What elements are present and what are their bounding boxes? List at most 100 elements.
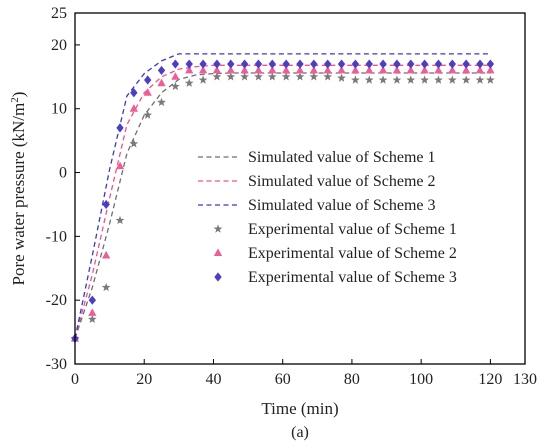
data-point-star <box>420 75 429 84</box>
data-point-triangle <box>240 65 249 74</box>
y-tick-label: -30 <box>46 356 67 373</box>
y-tick-label: 20 <box>51 37 67 54</box>
data-point-star <box>101 282 111 292</box>
data-point-triangle <box>365 65 374 74</box>
x-tick-label: 130 <box>513 371 537 388</box>
legend-item: Simulated value of Scheme 1 <box>198 149 436 166</box>
series-4 <box>70 72 495 343</box>
data-point-diamond <box>393 59 401 69</box>
x-axis-label: Time (min) <box>261 399 338 418</box>
data-point-star <box>115 215 125 225</box>
legend: Simulated value of Scheme 1 Simulated val… <box>198 149 457 286</box>
data-point-star <box>267 72 277 81</box>
legend-swatch-star <box>213 224 223 233</box>
legend-label: Experimental value of Scheme 3 <box>248 269 457 286</box>
data-point-triangle <box>406 65 415 74</box>
data-point-star <box>129 139 139 148</box>
data-point-triangle <box>129 104 138 112</box>
data-point-star <box>447 75 457 84</box>
legend-label: Experimental value of Scheme 2 <box>248 245 457 262</box>
data-point-star <box>406 75 416 84</box>
data-point-diamond <box>185 59 193 69</box>
plot-frame <box>74 12 526 365</box>
data-point-star <box>461 75 471 84</box>
data-point-star <box>198 75 208 84</box>
data-point-star <box>212 72 222 81</box>
x-tick-label: 100 <box>409 371 433 388</box>
data-point-diamond <box>144 75 152 85</box>
data-point-triangle <box>475 65 485 74</box>
y-tick-label: -20 <box>46 292 67 309</box>
y-axis-label-main: Pore water pressure (kN/m <box>9 103 28 286</box>
data-point-star <box>184 78 194 87</box>
data-point-triangle <box>448 65 457 74</box>
legend-label: Simulated value of Scheme 3 <box>248 197 436 214</box>
data-point-diamond <box>157 65 166 76</box>
y-tick-label: 10 <box>51 101 67 118</box>
data-point-star <box>364 75 374 84</box>
data-point-star <box>378 75 388 84</box>
data-point-diamond <box>448 59 456 69</box>
x-tick-label: 120 <box>478 371 502 388</box>
y-tick-label: -10 <box>46 228 67 245</box>
data-point-star <box>171 81 180 91</box>
data-point-diamond <box>351 59 360 69</box>
data-point-diamond <box>337 59 346 69</box>
data-point-diamond <box>324 59 332 69</box>
data-point-diamond <box>102 199 110 210</box>
data-point-triangle <box>309 65 318 74</box>
plot-marks <box>70 53 495 344</box>
data-point-triangle <box>254 65 263 74</box>
data-point-diamond <box>116 123 124 133</box>
data-point-star <box>143 110 153 119</box>
data-point-diamond <box>199 59 207 69</box>
data-point-diamond <box>213 59 221 69</box>
data-point-diamond <box>434 59 443 69</box>
data-point-star <box>486 75 495 84</box>
y-tick-label: 0 <box>59 165 67 182</box>
x-tick-label: 20 <box>136 371 152 388</box>
data-point-triangle <box>434 65 443 74</box>
data-point-star <box>281 72 291 81</box>
x-tick-label: 60 <box>275 371 291 388</box>
data-point-triangle <box>351 65 360 74</box>
data-point-star <box>392 75 402 84</box>
data-point-star <box>226 72 236 81</box>
series-2 <box>74 64 491 339</box>
data-point-triangle <box>115 161 125 170</box>
data-point-diamond <box>486 59 495 69</box>
data-point-star <box>475 75 485 84</box>
data-point-triangle <box>185 65 194 74</box>
legend-label: Simulated value of Scheme 1 <box>248 149 436 166</box>
data-point-triangle <box>88 308 97 316</box>
x-tick-label: 0 <box>71 371 79 388</box>
data-point-diamond <box>88 295 96 305</box>
data-point-triangle <box>420 65 429 74</box>
data-point-triangle <box>157 78 166 87</box>
data-point-star <box>337 73 346 82</box>
data-point-triangle <box>171 72 180 80</box>
legend-item: Simulated value of Scheme 3 <box>198 197 436 214</box>
data-point-diamond <box>130 88 138 98</box>
data-point-triangle <box>337 65 346 74</box>
data-point-star <box>309 72 319 81</box>
data-point-triangle <box>295 65 305 74</box>
data-point-star <box>157 97 166 107</box>
legend-item: Simulated value of Scheme 2 <box>198 173 436 190</box>
x-tick-label: 40 <box>205 371 221 388</box>
data-point-triangle <box>378 65 388 74</box>
data-point-triangle <box>268 65 277 74</box>
series-line <box>74 64 491 339</box>
data-point-diamond <box>296 59 304 69</box>
series-6 <box>71 59 495 344</box>
series-3 <box>74 53 491 339</box>
legend-swatch-triangle <box>213 248 223 256</box>
data-point-diamond <box>268 59 276 69</box>
data-point-star <box>254 72 263 81</box>
figure-caption: (a) <box>291 424 309 441</box>
legend-swatch-diamond <box>214 272 222 282</box>
data-point-diamond <box>240 59 249 69</box>
data-point-star <box>351 75 360 84</box>
data-point-star <box>240 72 249 81</box>
